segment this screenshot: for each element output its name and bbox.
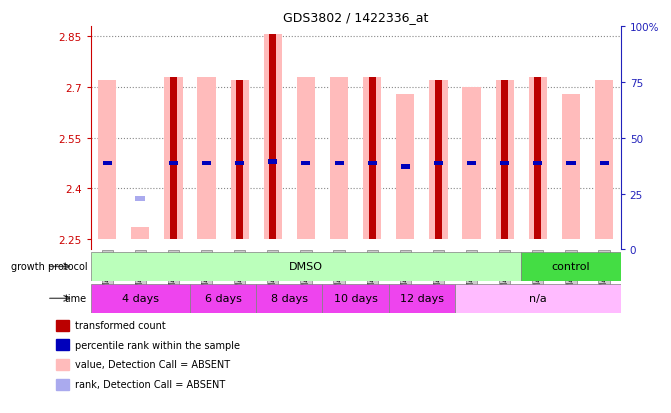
Text: DMSO: DMSO: [289, 262, 323, 272]
Bar: [600, 161, 609, 166]
Text: rank, Detection Call = ABSENT: rank, Detection Call = ABSENT: [75, 379, 225, 389]
Bar: [190, 284, 256, 313]
Text: n/a: n/a: [529, 294, 547, 304]
Text: percentile rank within the sample: percentile rank within the sample: [75, 340, 240, 350]
Bar: [533, 161, 542, 166]
Text: 6 days: 6 days: [205, 294, 242, 304]
Bar: [256, 284, 323, 313]
Bar: [91, 252, 521, 281]
Bar: [136, 197, 146, 202]
Text: transformed count: transformed count: [75, 320, 166, 330]
Bar: [434, 161, 443, 166]
Text: control: control: [552, 262, 590, 272]
Bar: [268, 160, 277, 164]
Bar: [56, 339, 69, 351]
Bar: [368, 78, 376, 240]
Bar: [56, 359, 69, 370]
Bar: [264, 35, 282, 240]
Bar: [91, 284, 190, 313]
Bar: [169, 161, 178, 166]
Bar: [566, 161, 576, 166]
Bar: [98, 81, 116, 240]
Bar: [496, 81, 514, 240]
Bar: [202, 161, 211, 166]
Bar: [330, 78, 348, 240]
Bar: [56, 320, 69, 331]
Bar: [297, 78, 315, 240]
Bar: [363, 78, 381, 240]
Bar: [529, 78, 547, 240]
Text: 10 days: 10 days: [333, 294, 378, 304]
Bar: [368, 161, 376, 166]
Text: 8 days: 8 days: [271, 294, 308, 304]
Text: 4 days: 4 days: [121, 294, 159, 304]
Bar: [562, 95, 580, 240]
Bar: [231, 81, 249, 240]
Bar: [56, 379, 69, 390]
Bar: [462, 88, 480, 240]
Bar: [131, 228, 150, 240]
Bar: [455, 284, 621, 313]
Bar: [500, 161, 509, 166]
Bar: [389, 284, 455, 313]
Text: 12 days: 12 days: [400, 294, 444, 304]
Bar: [235, 161, 244, 166]
Bar: [435, 81, 442, 240]
Bar: [429, 81, 448, 240]
Text: value, Detection Call = ABSENT: value, Detection Call = ABSENT: [75, 360, 231, 370]
Text: growth protocol: growth protocol: [11, 262, 87, 272]
Bar: [595, 81, 613, 240]
Bar: [103, 161, 111, 166]
Title: GDS3802 / 1422336_at: GDS3802 / 1422336_at: [283, 11, 428, 24]
Bar: [401, 165, 410, 169]
Bar: [323, 284, 389, 313]
Bar: [269, 35, 276, 240]
Bar: [501, 81, 509, 240]
Bar: [396, 95, 415, 240]
Bar: [197, 78, 215, 240]
Bar: [301, 161, 311, 166]
Bar: [467, 161, 476, 166]
Bar: [164, 78, 183, 240]
Text: time: time: [65, 294, 87, 304]
Bar: [521, 252, 621, 281]
Bar: [170, 78, 177, 240]
Bar: [534, 78, 541, 240]
Bar: [236, 81, 244, 240]
Bar: [335, 161, 344, 166]
